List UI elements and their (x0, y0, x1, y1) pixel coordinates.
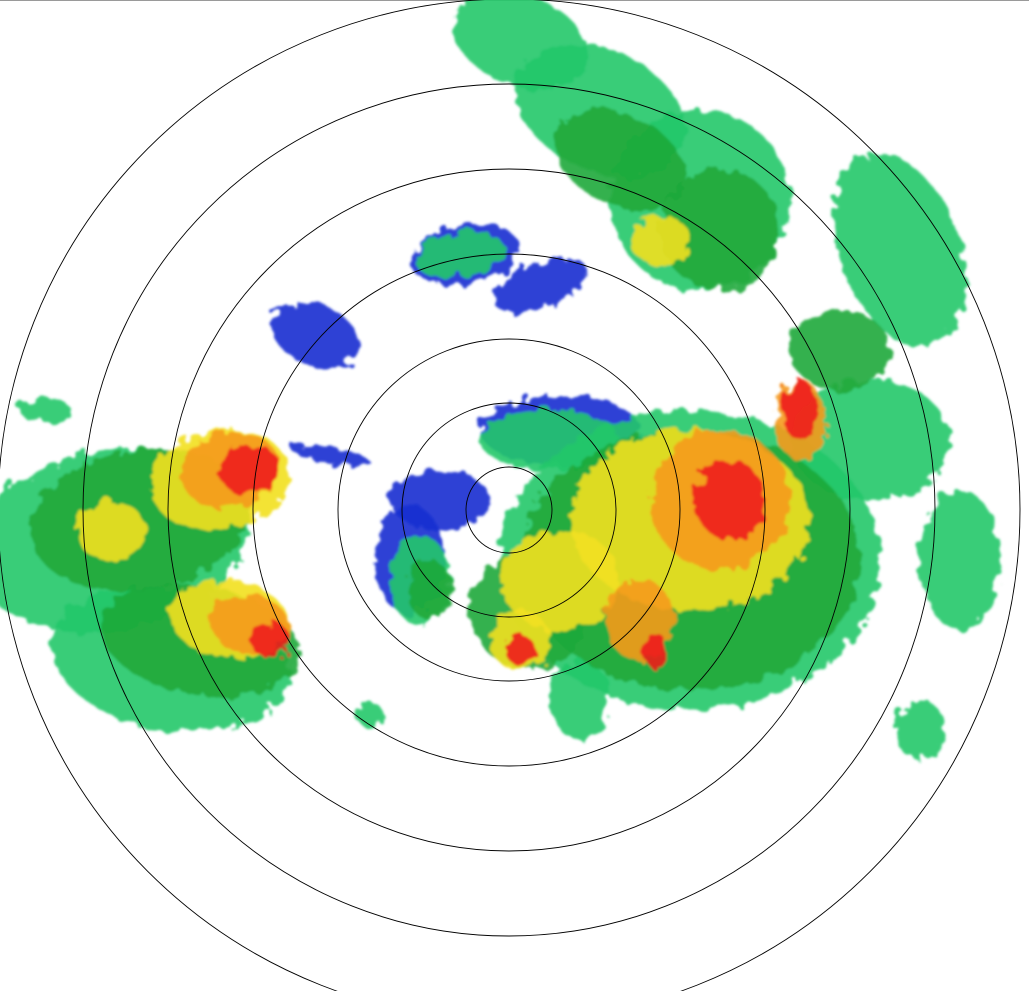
range-ring-4 (252, 253, 766, 767)
echo-moderate (553, 109, 687, 211)
echo-moderate (408, 560, 452, 620)
range-ring-6 (82, 83, 936, 937)
echo-extreme (695, 460, 765, 540)
echo-heavy (500, 530, 620, 630)
echo-extreme (220, 444, 280, 496)
echo-heavy (630, 215, 690, 265)
echo-extreme (643, 632, 667, 668)
range-ring-2 (401, 402, 617, 618)
echo-light (920, 490, 1000, 630)
echo-light (550, 660, 610, 740)
range-ring-3 (337, 338, 681, 682)
range-ring-5 (167, 168, 851, 852)
precipitation-echoes (0, 0, 1000, 760)
echo-extreme (505, 635, 535, 665)
echo-moderate (660, 170, 780, 290)
echo-light (895, 700, 945, 760)
echo-extreme (250, 622, 290, 658)
echo-light (834, 153, 966, 347)
echo-light (356, 703, 384, 727)
echo-weak (492, 258, 588, 312)
echo-moderate (790, 310, 890, 390)
range-ring-1 (465, 466, 553, 554)
echo-heavy (75, 500, 145, 560)
echo-extreme (782, 380, 818, 440)
echo-light (20, 398, 70, 422)
echo-weak (290, 444, 370, 466)
echo-light (415, 231, 505, 279)
echo-weak (271, 302, 359, 368)
